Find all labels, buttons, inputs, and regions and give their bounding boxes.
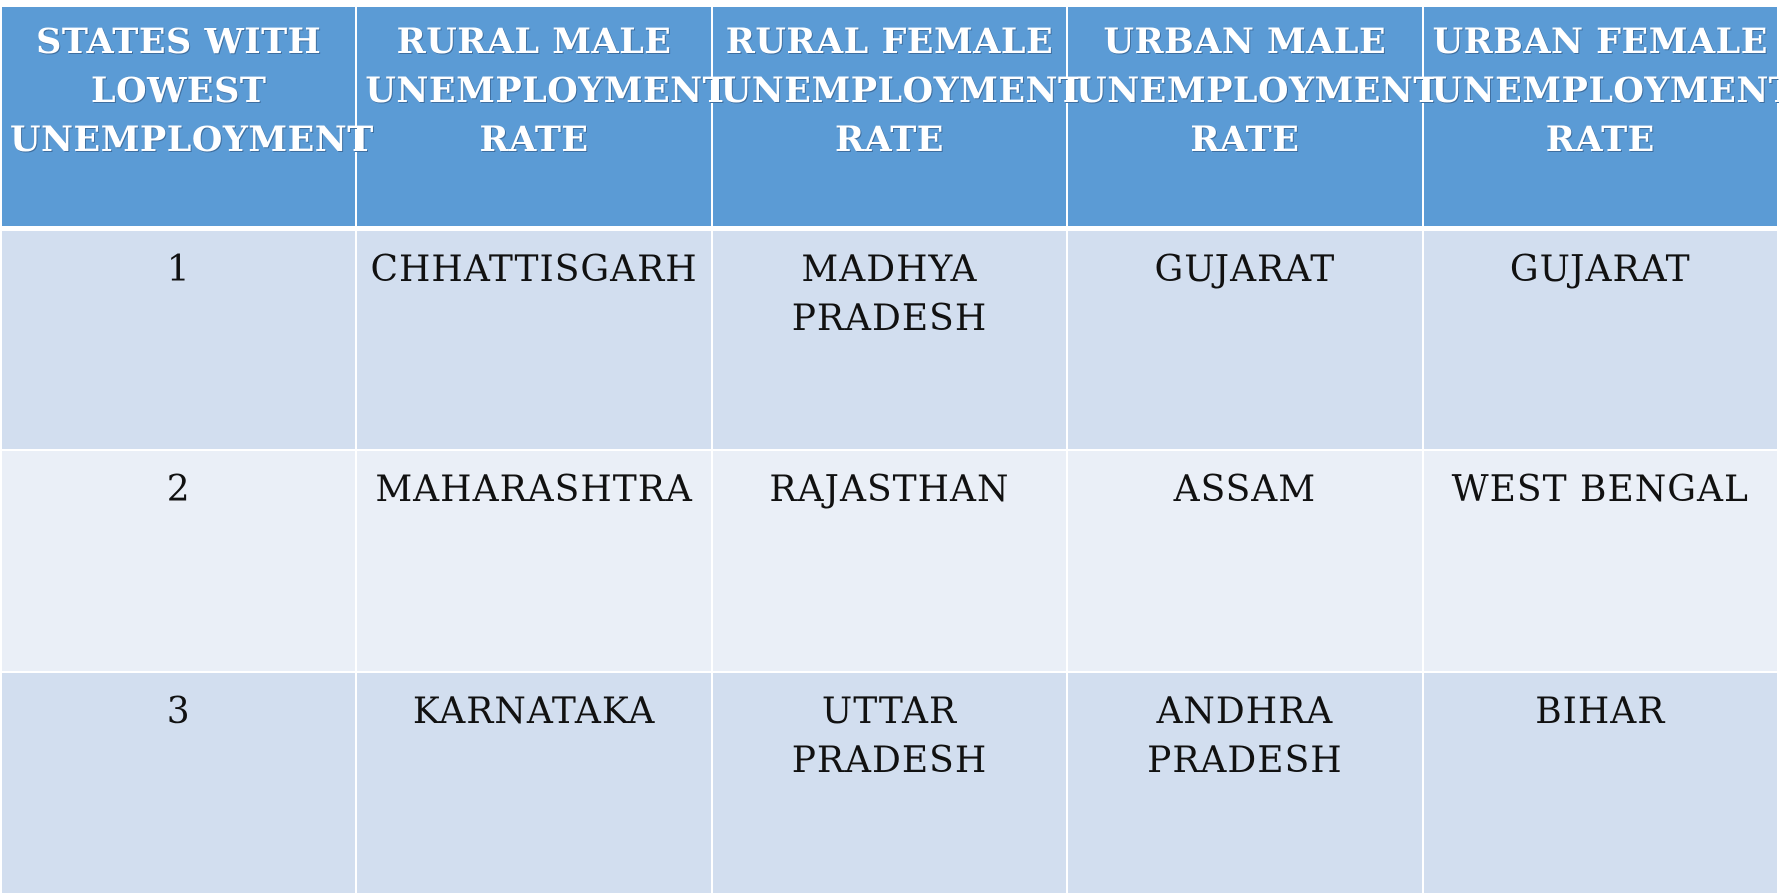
table-cell: MADHYA PRADESH	[710, 227, 1069, 451]
table-cell: MAHARASHTRA	[355, 449, 713, 673]
table-row: 2 MAHARASHTRA RAJASTHAN ASSAM WEST BENGA…	[0, 449, 1779, 673]
rank-cell: 3	[0, 671, 358, 895]
header-urban-male-rate: URBAN MALE UNEMPLOYMENT RATE	[1066, 5, 1439, 231]
table-cell: ANDHRA PRADESH	[1066, 671, 1424, 895]
unemployment-table: STATES WITH LOWEST UNEMPLOYMENT RURAL MA…	[0, 5, 1779, 895]
table-row: 1 CHHATTISGARH MADHYA PRADESH GUJARAT GU…	[0, 227, 1779, 451]
rank-cell: 1	[0, 227, 358, 451]
table-body: 1 CHHATTISGARH MADHYA PRADESH GUJARAT GU…	[0, 227, 1779, 895]
table-cell: UTTAR PRADESH	[710, 671, 1069, 895]
header-states-lowest-unemployment: STATES WITH LOWEST UNEMPLOYMENT	[0, 5, 373, 231]
table-cell: GUJARAT	[1421, 227, 1779, 451]
header-row: STATES WITH LOWEST UNEMPLOYMENT RURAL MA…	[0, 5, 1779, 231]
header-urban-female-rate: URBAN FEMALE UNEMPLOYMENT RATE	[1421, 5, 1779, 231]
table-cell: RAJASTHAN	[710, 449, 1069, 673]
table-cell: ASSAM	[1066, 449, 1424, 673]
table-cell: CHHATTISGARH	[355, 227, 713, 451]
header-rural-female-rate: RURAL FEMALE UNEMPLOYMENT RATE	[710, 5, 1084, 231]
table-cell: GUJARAT	[1066, 227, 1424, 451]
table-container: STATES WITH LOWEST UNEMPLOYMENT RURAL MA…	[0, 5, 1779, 895]
table-header: STATES WITH LOWEST UNEMPLOYMENT RURAL MA…	[0, 5, 1779, 231]
table-cell: BIHAR	[1421, 671, 1779, 895]
table-row: 3 KARNATAKA UTTAR PRADESH ANDHRA PRADESH…	[0, 671, 1779, 895]
header-rural-male-rate: RURAL MALE UNEMPLOYMENT RATE	[355, 5, 729, 231]
rank-cell: 2	[0, 449, 358, 673]
table-cell: WEST BENGAL	[1421, 449, 1779, 673]
table-cell: KARNATAKA	[355, 671, 713, 895]
